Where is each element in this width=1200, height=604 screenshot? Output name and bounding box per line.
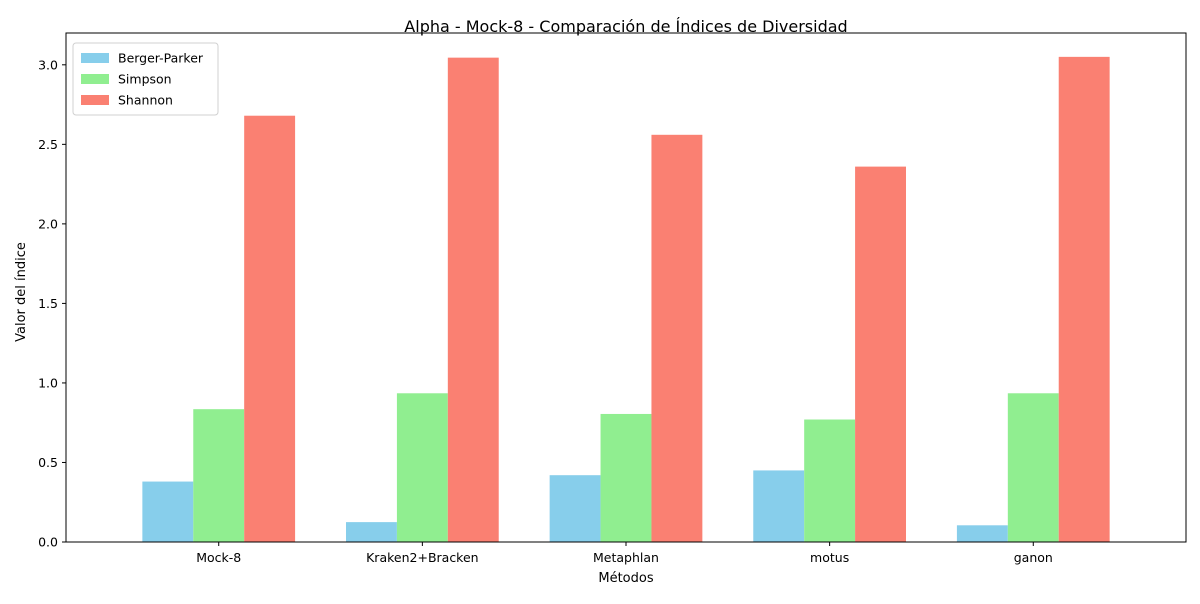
chart-title: Alpha - Mock-8 - Comparación de Índices … [404, 17, 847, 36]
bar-simpson-0 [193, 409, 245, 542]
bar-simpson-2 [600, 413, 652, 542]
y-axis-label: Valor del índice [14, 242, 29, 342]
x-axis-label: Métodos [598, 571, 653, 586]
legend: Berger-Parker Simpson Shannon [72, 42, 219, 116]
bar-berger-parker-4 [956, 525, 1008, 542]
bar-shannon-4 [1058, 56, 1110, 543]
legend-swatch-simpson [81, 74, 109, 84]
bar-shannon-2 [651, 134, 703, 543]
x-tick-label: motus [810, 550, 849, 565]
y-tick-label: 3.0 [38, 57, 58, 72]
bars-layer [142, 56, 1110, 543]
bar-simpson-3 [804, 419, 856, 542]
bar-shannon-3 [855, 166, 906, 543]
legend-label-shannon: Shannon [118, 93, 173, 108]
bar-simpson-4 [1007, 393, 1059, 542]
x-tick-label: Metaphlan [593, 550, 659, 565]
axes-layer: 0.0 0.5 1.0 1.5 2.0 2.5 3.0 Mock-8 Kraken2+Brack… [38, 32, 1187, 565]
x-tick-label: Mock-8 [196, 550, 241, 565]
y-tick-label: 2.0 [38, 216, 58, 231]
bar-shannon-1 [447, 57, 499, 543]
y-tick-label: 2.5 [38, 137, 58, 152]
legend-label-berger-parker: Berger-Parker [118, 51, 204, 66]
legend-label-simpson: Simpson [118, 72, 172, 87]
y-tick-label: 1.5 [38, 296, 58, 311]
y-tick-label: 0.5 [38, 455, 58, 470]
bar-berger-parker-2 [549, 475, 601, 542]
y-tick-label: 1.0 [38, 375, 58, 390]
bar-berger-parker-3 [753, 470, 805, 542]
y-tick-label: 0.0 [38, 535, 58, 550]
bar-simpson-1 [396, 393, 448, 542]
bar-shannon-0 [244, 115, 296, 543]
bar-berger-parker-0 [142, 481, 194, 542]
x-tick-label: Kraken2+Bracken [366, 550, 478, 565]
legend-swatch-shannon [81, 95, 109, 105]
bar-berger-parker-1 [346, 522, 397, 542]
x-tick-label: ganon [1014, 550, 1053, 565]
legend-box [72, 42, 219, 116]
legend-swatch-berger-parker [81, 53, 109, 63]
